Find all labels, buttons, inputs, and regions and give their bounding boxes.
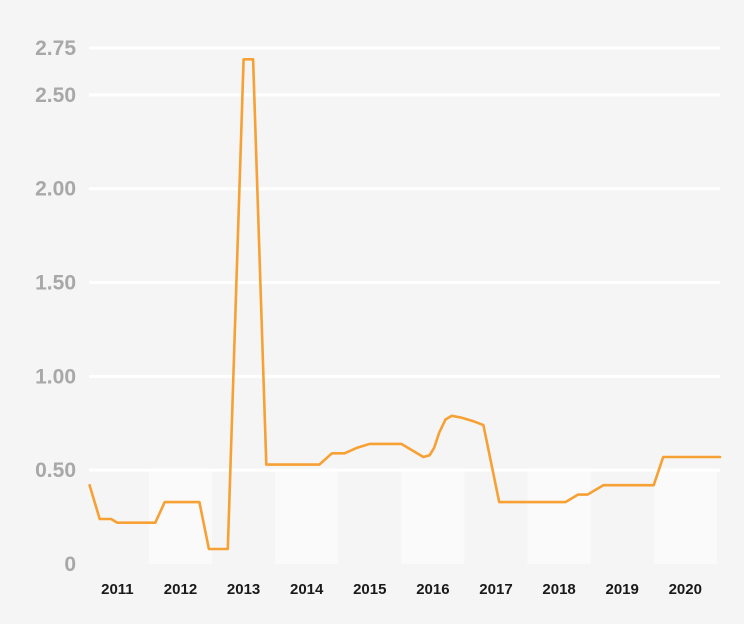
y-tick-label: 2.50 [35, 84, 76, 107]
year-band-2018 [527, 470, 591, 564]
x-tick-label-2016: 2016 [416, 581, 449, 598]
x-axis-ticks: 2011 2012 2013 2014 2015 2016 2017 2018 2019 2020 [101, 581, 702, 598]
series-line-value [88, 57, 722, 551]
series-layer [88, 57, 722, 551]
y-tick-label: 0 [64, 553, 76, 576]
year-band-2016 [401, 470, 465, 564]
x-tick-label-2015: 2015 [353, 581, 386, 598]
y-tick-label: 2.00 [35, 178, 76, 201]
y-axis-ticks: 0 0.50 1.00 1.50 2.00 2.50 2.75 [35, 37, 76, 576]
y-tick-label: 0.50 [35, 459, 76, 482]
x-tick-label-2013: 2013 [227, 581, 260, 598]
x-tick-label-2017: 2017 [479, 581, 512, 598]
y-tick-label: 2.75 [35, 37, 76, 60]
x-tick-label-2020: 2020 [669, 581, 702, 598]
x-tick-label-2019: 2019 [606, 581, 639, 598]
year-bands [148, 470, 717, 564]
year-band-2014 [275, 470, 339, 564]
y-tick-label: 1.00 [35, 365, 76, 388]
y-tick-label: 1.50 [35, 272, 76, 295]
x-tick-label-2018: 2018 [542, 581, 575, 598]
year-band-2020 [653, 470, 717, 564]
x-tick-label-2011: 2011 [101, 581, 134, 598]
gridlines [89, 46, 720, 472]
x-tick-label-2014: 2014 [290, 581, 324, 598]
x-tick-label-2012: 2012 [164, 581, 197, 598]
